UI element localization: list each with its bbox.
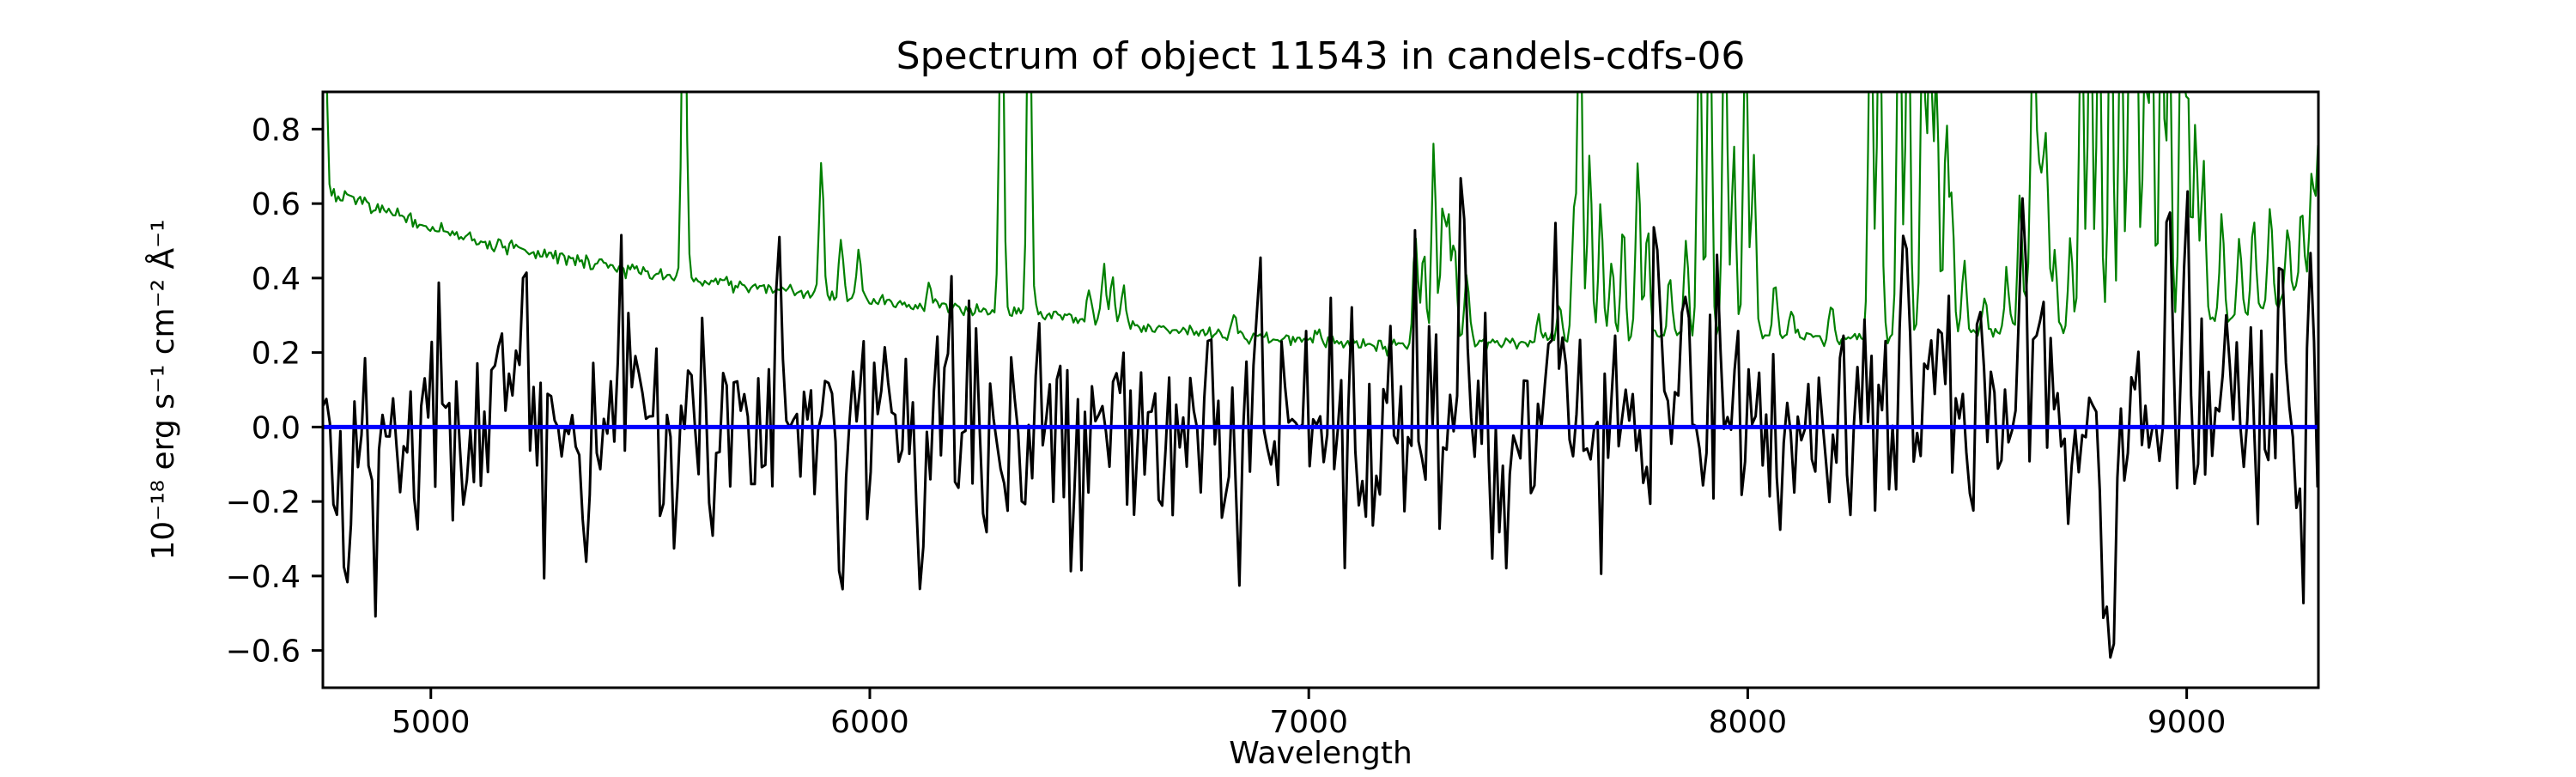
x-axis-label: Wavelength [1229,736,1413,771]
x-tick-label: 6000 [830,705,909,740]
axis-ticks: 5000 6000 7000 8000 9000 −0.6 −0.4 −0.2 0.0 0.2 0.… [226,112,2227,740]
object-flux-line [323,177,2318,659]
plot-area: 5000 6000 7000 8000 9000 −0.6 −0.4 −0.2 0.0 0.2 0.… [226,90,2320,740]
x-tick-label: 5000 [392,705,471,740]
plot-frame [321,90,2320,689]
sky-noise-spectrum-line [325,92,2318,357]
chart-title: Spectrum of object 11543 in candels-cdfs… [896,34,1746,78]
x-tick-label: 8000 [1709,705,1788,740]
x-tick-label: 9000 [2148,705,2227,740]
y-tick-label: 0.2 [252,337,301,372]
y-tick-label: −0.4 [226,560,301,595]
y-tick-label: 0.8 [252,112,301,148]
y-axis-label: 10⁻¹⁸ erg s⁻¹ cm⁻² Å⁻¹ [144,219,181,560]
y-tick-label: −0.6 [226,634,301,670]
y-tick-label: 0.6 [252,187,301,222]
series-group [323,92,2318,659]
y-tick-label: 0.0 [252,410,301,446]
x-tick-label: 7000 [1269,705,1348,740]
y-tick-label: 0.4 [252,262,301,297]
y-tick-label: −0.2 [226,485,301,520]
